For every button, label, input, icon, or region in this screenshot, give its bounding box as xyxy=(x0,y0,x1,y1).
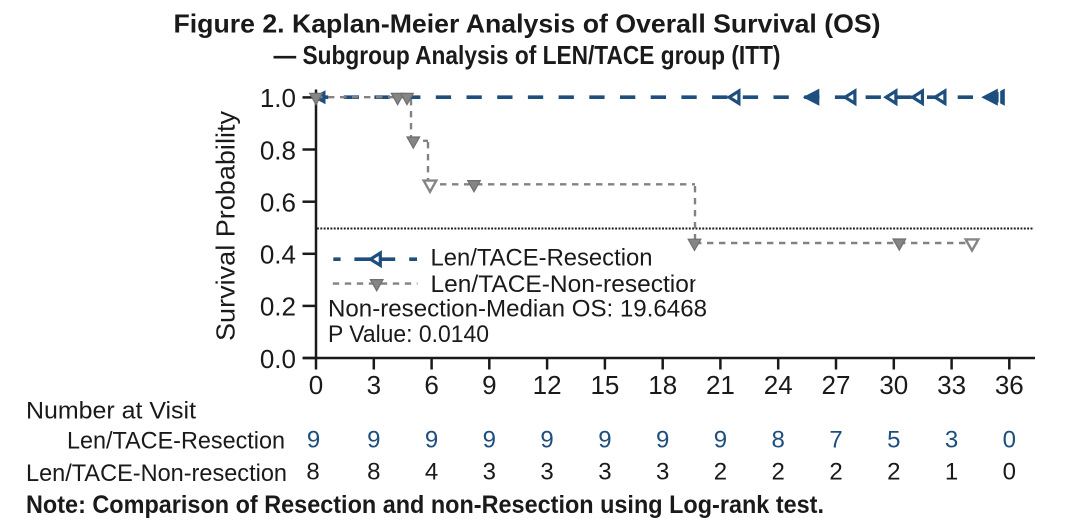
svg-text:9: 9 xyxy=(307,426,320,453)
svg-text:9: 9 xyxy=(540,426,553,453)
svg-text:9: 9 xyxy=(367,426,380,453)
svg-text:9: 9 xyxy=(482,370,496,400)
svg-text:3: 3 xyxy=(483,459,496,486)
svg-text:0.0: 0.0 xyxy=(260,344,296,374)
svg-text:2: 2 xyxy=(829,459,842,486)
svg-text:— Subgroup Analysis of LEN/TAC: — Subgroup Analysis of LEN/TACE group (I… xyxy=(274,40,781,70)
svg-text:Len/TACE-Non-resection: Len/TACE-Non-resection xyxy=(431,271,703,298)
svg-text:1: 1 xyxy=(945,459,958,486)
svg-text:Len/TACE-Non-resection: Len/TACE-Non-resection xyxy=(26,460,287,487)
svg-text:8: 8 xyxy=(772,426,785,453)
svg-text:Number at Visit: Number at Visit xyxy=(26,398,196,425)
svg-text:15: 15 xyxy=(590,370,619,400)
svg-text:3: 3 xyxy=(656,459,669,486)
svg-text:3: 3 xyxy=(540,459,553,486)
svg-text:3: 3 xyxy=(945,426,958,453)
svg-text:3: 3 xyxy=(367,370,381,400)
svg-text:24: 24 xyxy=(764,370,793,400)
svg-text:0: 0 xyxy=(309,370,323,400)
svg-text:9: 9 xyxy=(714,426,727,453)
svg-text:5: 5 xyxy=(887,426,900,453)
svg-text:0.4: 0.4 xyxy=(260,240,296,270)
svg-text:P Value: 0.0140: P Value: 0.0140 xyxy=(328,321,489,348)
svg-text:0.2: 0.2 xyxy=(260,292,296,322)
svg-text:Non-resection-Median OS: 19.64: Non-resection-Median OS: 19.6468 xyxy=(328,296,707,323)
svg-text:2: 2 xyxy=(887,459,900,486)
svg-text:1.0: 1.0 xyxy=(260,83,296,113)
svg-text:36: 36 xyxy=(995,370,1024,400)
svg-text:0: 0 xyxy=(1003,426,1016,453)
svg-text:8: 8 xyxy=(306,459,319,486)
svg-text:9: 9 xyxy=(425,426,438,453)
svg-text:2: 2 xyxy=(772,459,785,486)
svg-text:27: 27 xyxy=(822,370,851,400)
svg-text:0.6: 0.6 xyxy=(260,188,296,218)
svg-text:33: 33 xyxy=(937,370,966,400)
svg-text:Len/TACE-Resection: Len/TACE-Resection xyxy=(67,428,285,455)
svg-text:2: 2 xyxy=(714,459,727,486)
svg-text:9: 9 xyxy=(656,426,669,453)
svg-text:0: 0 xyxy=(1003,459,1016,486)
svg-text:9: 9 xyxy=(598,426,611,453)
svg-text:18: 18 xyxy=(648,370,677,400)
svg-text:12: 12 xyxy=(533,370,562,400)
svg-text:6: 6 xyxy=(424,370,438,400)
svg-text:7: 7 xyxy=(829,426,842,453)
svg-text:30: 30 xyxy=(879,370,908,400)
svg-text:4: 4 xyxy=(425,459,438,486)
svg-text:9: 9 xyxy=(483,426,496,453)
svg-text:0.8: 0.8 xyxy=(260,135,296,165)
svg-text:Survival Probability: Survival Probability xyxy=(211,111,241,341)
svg-text:Note: Comparison of Resection: Note: Comparison of Resection and non-Re… xyxy=(26,491,824,519)
svg-text:Figure 2. Kaplan-Meier Analysi: Figure 2. Kaplan-Meier Analysis of Overa… xyxy=(174,8,881,38)
svg-text:3: 3 xyxy=(598,459,611,486)
svg-text:Len/TACE-Resection: Len/TACE-Resection xyxy=(431,245,653,272)
svg-text:21: 21 xyxy=(706,370,735,400)
svg-text:8: 8 xyxy=(367,459,380,486)
